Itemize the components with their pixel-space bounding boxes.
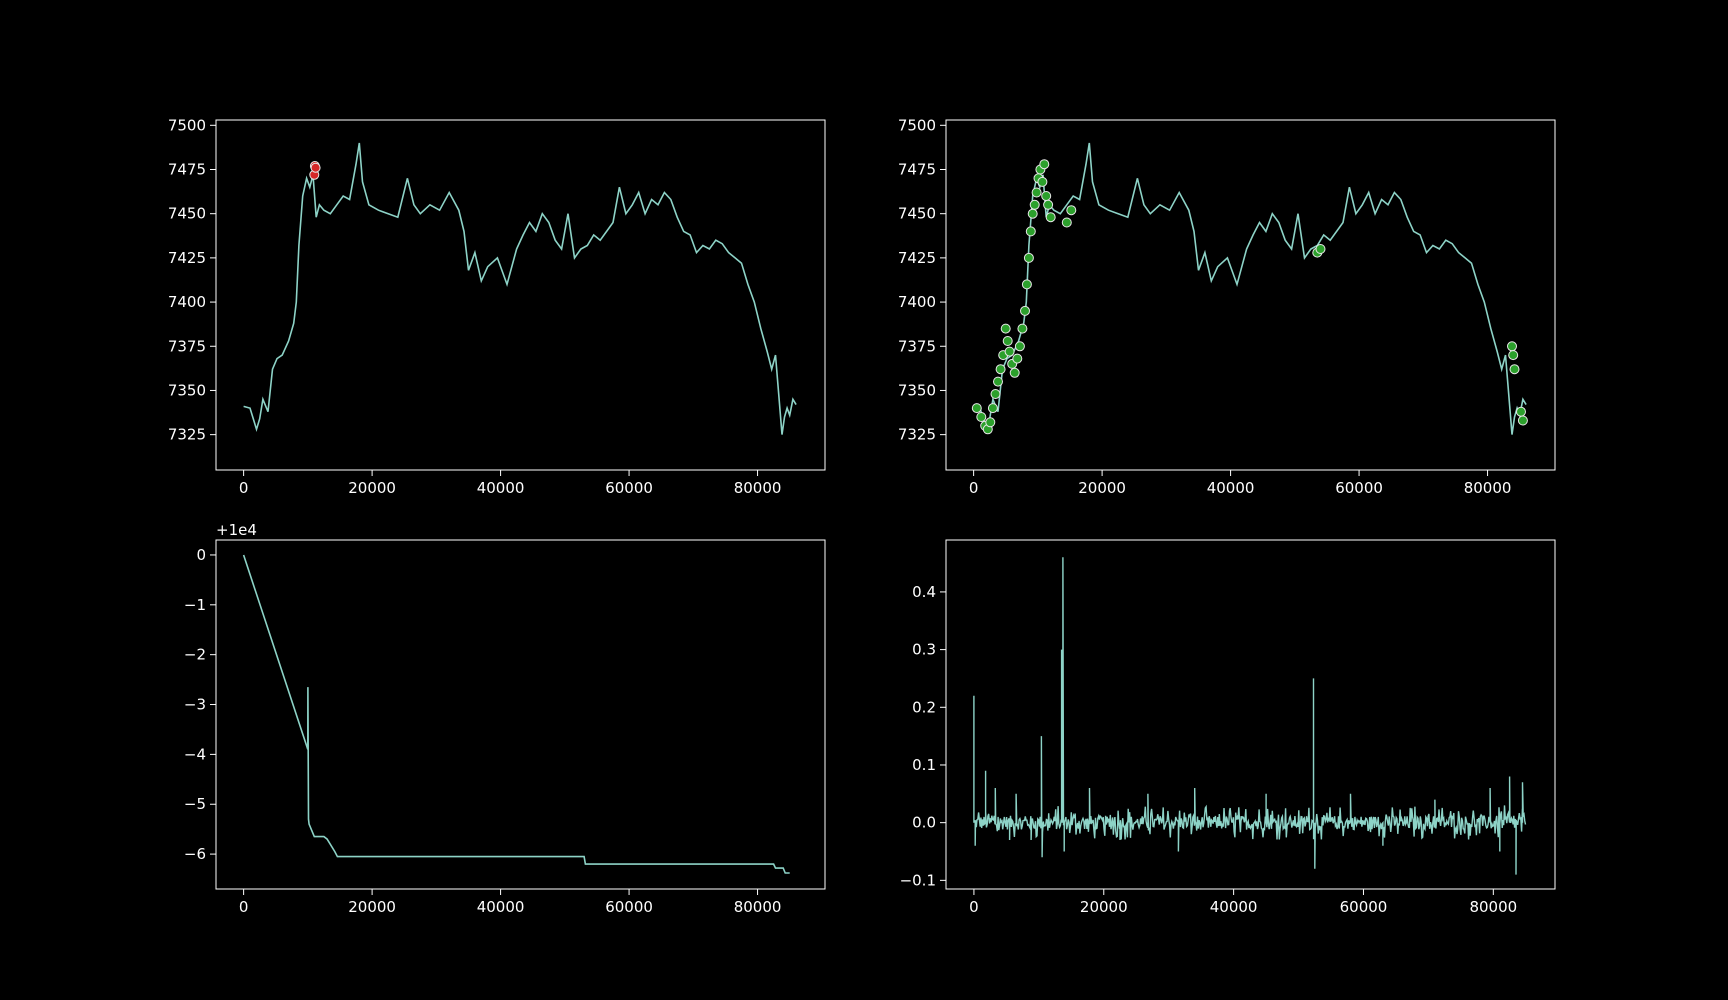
y-tick-label: 0.3 [912,641,936,659]
y-tick-label: 0 [196,546,206,564]
y-tick-label: 7400 [168,293,206,311]
data-point [987,403,998,414]
data-point [985,417,996,428]
data-point [1000,323,1011,334]
data-point [1014,341,1025,352]
y-tick-label: 7500 [898,116,936,134]
y-tick-label: 7325 [898,426,936,444]
y-tick-label: −2 [184,646,206,664]
x-tick-label: 80000 [734,898,782,916]
y-tick-label: 0.4 [912,583,936,601]
x-tick-label: 20000 [348,479,396,497]
series-line [243,142,797,435]
data-point [990,389,1001,399]
data-point [1037,176,1048,187]
top-right-price-chart: 0 20000 40000 60000 80000 7325 7350 7375 7400 742… [898,116,1556,497]
data-point [1507,341,1517,352]
data-point [1066,205,1077,216]
data-point [1043,199,1054,210]
x-tick-label: 0 [969,479,979,497]
data-point [1009,367,1020,378]
data-point [1020,305,1030,316]
x-tick-label: 60000 [1335,479,1383,497]
y-tick-label: −1 [184,596,206,614]
y-tick-label: 0.2 [912,698,936,716]
y-tick-label: 7375 [168,337,206,355]
data-point [1023,252,1034,263]
x-tick-label: 0 [239,479,249,497]
axes-frame [945,119,1556,471]
x-tick-label: 20000 [1078,479,1126,497]
x-tick-label: 40000 [1210,898,1258,916]
data-point [1509,364,1520,375]
x-tick-label: 0 [239,898,249,916]
y-tick-label: 7350 [898,381,936,399]
data-point [1012,353,1023,364]
bottom-right-returns-chart: 0 20000 40000 60000 80000 −0.1 0.0 0.1 0.2 0.3 0.4 [900,539,1556,916]
x-tick-label: 80000 [734,479,782,497]
y-tick-label: −6 [184,845,206,863]
data-point [1021,279,1032,290]
y-tick-label: −3 [184,696,206,714]
data-point [976,412,987,422]
axes-frame [215,539,826,890]
y-tick-label: 7475 [168,160,206,178]
y-tick-label: −4 [184,745,206,763]
data-point [993,376,1003,387]
y-tick-label: 7350 [168,381,206,399]
data-point [1516,406,1526,417]
axes-frame [945,539,1556,890]
x-tick-label: 80000 [1469,898,1517,916]
x-tick-label: 80000 [1464,479,1512,497]
data-point [971,403,982,414]
data-point [1002,336,1013,346]
x-tick-label: 60000 [1340,898,1388,916]
data-point [1017,323,1028,334]
data-point [310,162,321,173]
x-tick-label: 40000 [477,898,525,916]
y-tick-label: 0.1 [912,756,936,774]
y-tick-label: 7375 [898,337,936,355]
series-line [242,554,790,874]
y-tick-label: 7425 [168,249,206,267]
bottom-left-decay-chart: 0 20000 40000 60000 80000 0 −1 −2 −3 −4 −5 −6 +1e4 [184,521,826,916]
y-tick-label: −0.1 [900,871,936,889]
y-tick-label: 7450 [898,205,936,223]
series-line [973,557,1527,875]
y-tick-label: 7475 [898,160,936,178]
data-point [1061,217,1072,228]
data-point [1517,415,1528,426]
x-tick-label: 20000 [348,898,396,916]
x-tick-label: 60000 [605,479,653,497]
data-point [1004,346,1015,357]
y-tick-label: 7450 [168,205,206,223]
data-point [1041,191,1052,201]
data-point [1508,350,1519,361]
axes-frame [215,119,826,471]
x-tick-label: 0 [969,898,979,916]
data-point [1039,159,1050,170]
x-tick-label: 40000 [1207,479,1255,497]
x-tick-label: 40000 [477,479,525,497]
data-point [1029,199,1040,210]
y-tick-label: 7425 [898,249,936,267]
data-point [1031,187,1042,198]
data-point [1025,226,1036,237]
x-tick-label: 20000 [1080,898,1128,916]
data-point [1045,212,1056,223]
x-tick-label: 60000 [605,898,653,916]
axis-offset-label: +1e4 [216,521,257,539]
data-point [1315,244,1326,254]
data-point [1027,208,1038,219]
data-point [995,364,1006,375]
top-left-price-chart: 0 20000 40000 60000 80000 7325 7350 7375 7400 742… [168,116,826,497]
y-tick-label: 0.0 [912,814,936,832]
y-tick-label: 7400 [898,293,936,311]
y-tick-label: −5 [184,795,206,813]
y-tick-label: 7325 [168,426,206,444]
y-tick-label: 7500 [168,116,206,134]
